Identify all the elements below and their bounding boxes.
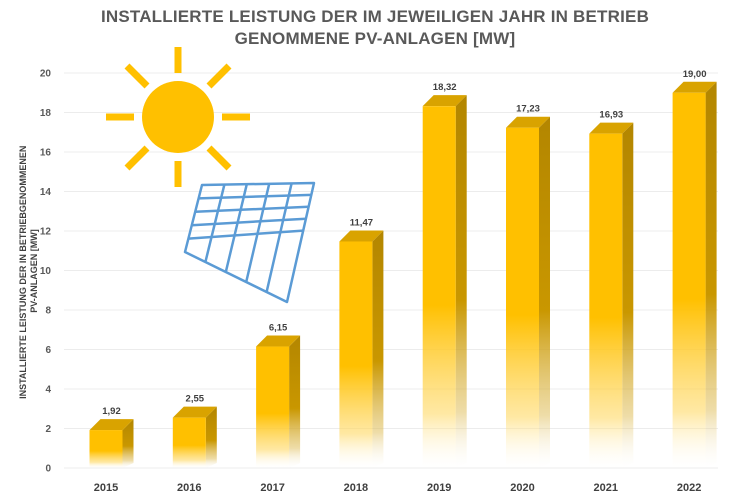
bar	[589, 122, 634, 468]
x-tick-label: 2022	[677, 482, 701, 494]
bar-front	[506, 127, 539, 469]
x-tick-label: 2020	[510, 482, 534, 494]
bar-top	[172, 406, 217, 418]
bar-top	[339, 230, 384, 242]
data-label: 6,15	[269, 323, 288, 334]
y-tick-label: 14	[40, 187, 52, 198]
bar-side	[122, 419, 134, 468]
bar	[422, 95, 467, 469]
bar-side	[289, 335, 301, 468]
sun-icon	[106, 47, 250, 187]
bar	[672, 81, 717, 468]
bar-front	[589, 133, 623, 468]
y-tick-label: 10	[40, 266, 52, 277]
bar-side	[205, 406, 217, 468]
y-tick-label: 0	[45, 464, 51, 475]
bar-front	[256, 346, 290, 468]
x-tick-label: 2015	[94, 482, 118, 494]
bar-side	[705, 81, 717, 468]
y-axis-label-line-2: PV-ANLAGEN [MW]	[29, 229, 39, 313]
y-tick-label: 16	[40, 148, 52, 159]
solar-panel-icon	[183, 181, 316, 304]
bar-front	[672, 92, 706, 468]
bar-side	[372, 230, 384, 468]
chart-title-line-1: INSTALLIERTE LEISTUNG DER IM JEWEILIGEN …	[100, 7, 650, 26]
bar-top	[672, 81, 717, 93]
data-label: 17,23	[516, 104, 540, 115]
x-tick-label: 2016	[177, 482, 201, 494]
bar-top	[256, 335, 301, 347]
bar-front	[339, 241, 373, 468]
data-label: 11,47	[350, 217, 373, 228]
x-tick-label: 2019	[427, 482, 451, 494]
x-axis-categories: 2015 2016 2017 2018 2019 2020 2021 2022	[94, 482, 702, 494]
data-label: 2,55	[186, 394, 205, 405]
bar-front	[89, 430, 123, 468]
bar	[89, 419, 134, 468]
y-tick-label: 8	[45, 306, 51, 317]
data-labels: 1,92 2,55 6,15 11,47 18,32 17,23 16,93 19,00	[102, 69, 706, 417]
bar	[172, 406, 217, 468]
y-tick-label: 6	[45, 345, 51, 356]
y-tick-label: 2	[45, 424, 51, 435]
y-axis-label-line-1: INSTALLIERTE LEISTUNG DER IN BETRIEBGENO…	[18, 146, 28, 399]
bar-side	[622, 122, 634, 468]
bar	[506, 116, 550, 469]
x-tick-label: 2021	[594, 482, 618, 494]
bar-top	[89, 419, 134, 431]
chart-title-line-2: GENOMMENE PV-ANLAGEN [MW]	[234, 29, 516, 48]
bar-front	[422, 106, 456, 469]
bar-top	[506, 116, 550, 128]
x-tick-label: 2018	[344, 482, 368, 494]
y-tick-label: 20	[40, 69, 52, 80]
y-tick-label: 4	[45, 385, 51, 396]
bars	[89, 81, 717, 469]
chart-title: INSTALLIERTE LEISTUNG DER IM JEWEILIGEN …	[0, 6, 750, 50]
bar-side	[455, 95, 467, 469]
y-axis-label: INSTALLIERTE LEISTUNG DER IN BETRIEBGENO…	[18, 143, 39, 399]
y-axis-ticks: 0 2 4 6 8 10 12 14 16 18 20	[40, 69, 52, 475]
data-label: 16,93	[599, 110, 623, 121]
bar-top	[589, 122, 634, 134]
x-tick-label: 2017	[260, 482, 284, 494]
data-label: 1,92	[102, 406, 121, 417]
y-tick-label: 12	[40, 227, 52, 238]
data-label: 18,32	[433, 82, 457, 93]
bar	[256, 335, 301, 468]
bar	[339, 230, 384, 468]
bar-top	[422, 95, 467, 107]
y-tick-label: 18	[40, 108, 52, 119]
bar-side	[539, 116, 550, 469]
data-label: 19,00	[683, 69, 707, 80]
bar-front	[172, 417, 206, 468]
